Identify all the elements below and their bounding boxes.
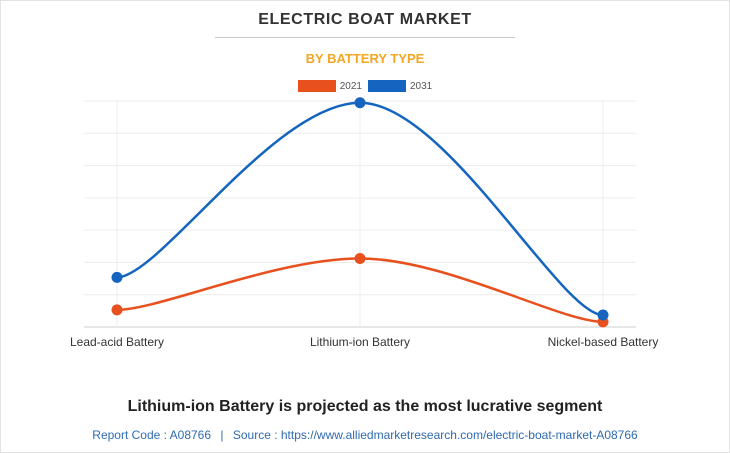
data-point-2031-1: [354, 97, 366, 109]
legend-swatch-2031: [368, 80, 406, 92]
x-tick-label: Lithium-ion Battery: [310, 335, 410, 349]
x-tick-label: Lead-acid Battery: [70, 335, 164, 349]
chart-title: ELECTRIC BOAT MARKET: [258, 11, 472, 28]
data-point-2031-2: [597, 309, 609, 321]
data-point-2021-1: [354, 253, 366, 265]
data-point-2021-0: [111, 304, 123, 316]
legend-label-2031: 2031: [410, 80, 433, 92]
legend-label-2021: 2021: [339, 80, 362, 92]
legend-swatch-2021: [297, 80, 336, 92]
x-tick-label: Nickel-based Battery: [548, 335, 659, 349]
chart-footer: Report Code : A08766 | Source : https://…: [0, 428, 730, 442]
data-point-2031-0: [111, 271, 123, 283]
chart-headline: Lithium-ion Battery is projected as the …: [127, 398, 603, 415]
legend-item-2021[interactable]: 2021: [297, 80, 362, 92]
legend-item-2031[interactable]: 2031: [368, 80, 432, 92]
chart-subtitle: BY BATTERY TYPE: [305, 51, 425, 66]
source-link[interactable]: Source : https://www.alliedmarketresearc…: [232, 428, 638, 442]
title-divider: [215, 37, 515, 38]
chart-legend: 2021 2031: [0, 80, 730, 92]
footer-separator: |: [220, 428, 224, 442]
report-code: Report Code : A08766: [92, 428, 212, 442]
